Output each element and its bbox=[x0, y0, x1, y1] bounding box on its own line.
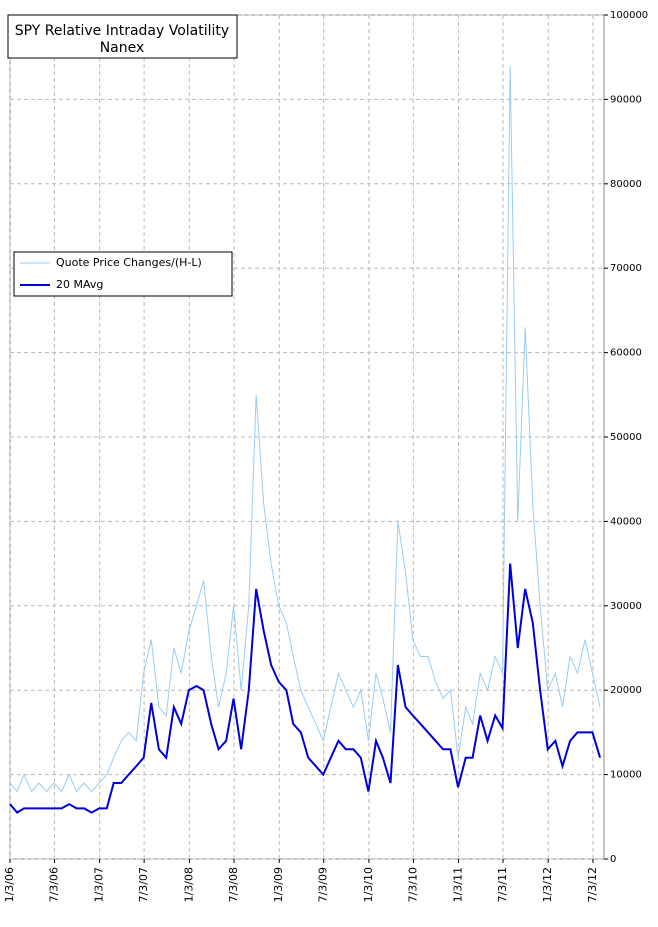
y-tick-label: 90000 bbox=[610, 94, 642, 105]
y-tick-label: 50000 bbox=[610, 432, 642, 443]
y-tick-label: 80000 bbox=[610, 179, 642, 190]
lines bbox=[9, 65, 602, 814]
legend-label: Quote Price Changes/(H-L) bbox=[56, 256, 202, 269]
x-tick-label: 1/3/10 bbox=[362, 867, 375, 902]
legend-label: 20 MAvg bbox=[56, 278, 103, 291]
grid bbox=[9, 14, 608, 863]
y-tick-label: 30000 bbox=[610, 601, 642, 612]
title-box bbox=[7, 14, 238, 59]
series-line bbox=[9, 563, 602, 814]
x-tick-label: 1/3/09 bbox=[272, 867, 285, 902]
x-tick-label: 1/3/06 bbox=[3, 867, 16, 902]
x-tick-label: 7/3/11 bbox=[496, 867, 509, 902]
y-tick-label: 70000 bbox=[610, 263, 642, 274]
y-tick-label: 60000 bbox=[610, 348, 642, 359]
series-line bbox=[9, 65, 601, 793]
chart-subtitle: Nanex bbox=[100, 40, 145, 56]
x-tick-label: 7/3/08 bbox=[227, 867, 240, 902]
legend-box bbox=[13, 251, 233, 297]
y-tick-label: 20000 bbox=[610, 685, 642, 696]
x-tick-label: 7/3/06 bbox=[47, 867, 60, 902]
x-tick-label: 7/3/12 bbox=[586, 867, 599, 902]
x-tick-label: 1/3/12 bbox=[541, 867, 554, 902]
x-tick-label: 1/3/11 bbox=[452, 867, 465, 902]
x-tick-label: 1/3/08 bbox=[182, 867, 195, 902]
x-tick-label: 7/3/07 bbox=[137, 867, 150, 902]
y-tick-label: 40000 bbox=[610, 516, 642, 527]
y-tick-label: 0 bbox=[610, 854, 616, 865]
chart-title: SPY Relative Intraday Volatility bbox=[15, 23, 229, 39]
y-tick-label: 10000 bbox=[610, 770, 642, 781]
x-tick-label: 1/3/07 bbox=[93, 867, 106, 902]
y-tick-label: 100000 bbox=[610, 10, 648, 21]
x-tick-label: 7/3/10 bbox=[406, 867, 419, 902]
legend: Quote Price Changes/(H-L) 20 MAvg bbox=[13, 251, 233, 297]
x-tick-label: 7/3/09 bbox=[317, 867, 330, 902]
